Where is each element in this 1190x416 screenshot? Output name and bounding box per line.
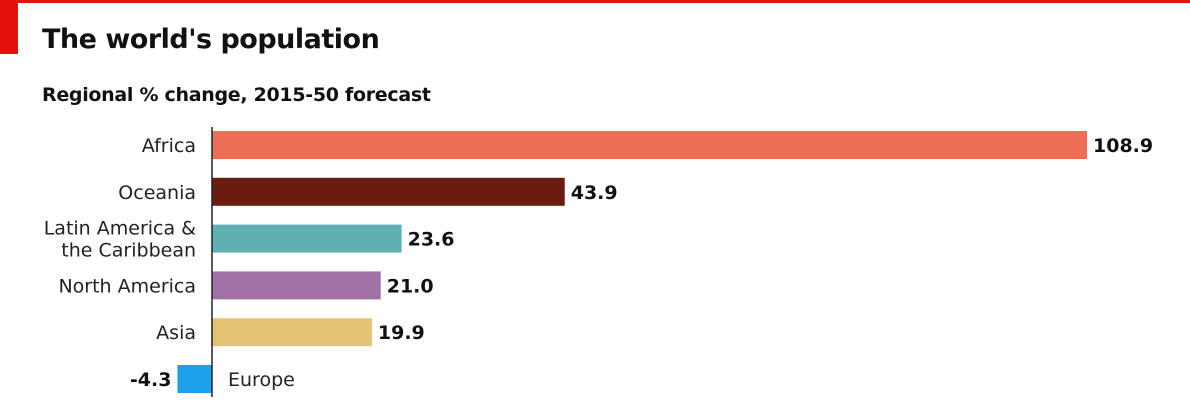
category-label-oceania: Oceania (118, 182, 196, 204)
value-label-oceania: 43.9 (571, 182, 618, 204)
top-rule (0, 0, 1190, 3)
chart-subtitle: Regional % change, 2015-50 forecast (42, 84, 431, 106)
category-label-africa: Africa (142, 135, 196, 157)
brand-tab (0, 0, 18, 54)
category-label-europe: Europe (228, 369, 295, 391)
bar-africa (212, 131, 1087, 159)
bar-latin-america-the-caribbean (212, 224, 402, 253)
category-label-latin-america-the-caribbean: Latin America & the Caribbean (44, 218, 196, 262)
bar-europe (177, 365, 212, 393)
chart-title: The world's population (42, 24, 380, 55)
category-label-asia: Asia (156, 322, 196, 344)
value-label-north-america: 21.0 (387, 275, 434, 297)
bar-asia (212, 318, 372, 347)
bar-north-america (212, 271, 381, 300)
value-label-asia: 19.9 (378, 322, 425, 344)
bar-oceania (212, 177, 565, 206)
category-label-north-america: North America (58, 275, 196, 297)
value-label-europe: -4.3 (130, 369, 172, 391)
value-label-latin-america-the-caribbean: 23.6 (408, 229, 455, 251)
value-label-africa: 108.9 (1093, 135, 1153, 157)
